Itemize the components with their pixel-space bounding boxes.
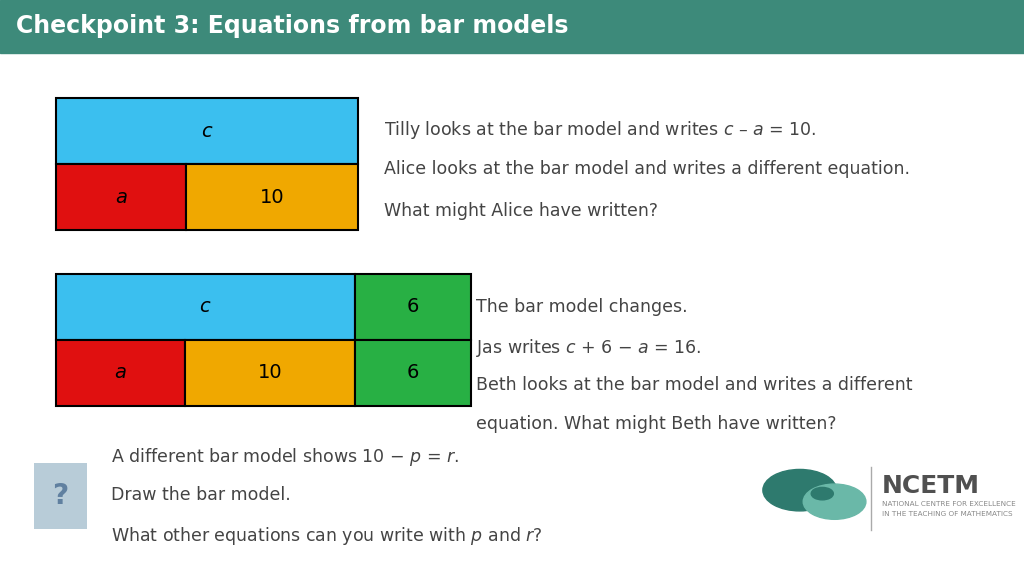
Text: $c$: $c$ <box>200 297 212 316</box>
Text: Tilly looks at the bar model and writes $c$ – $a$ = 10.: Tilly looks at the bar model and writes … <box>384 119 816 141</box>
Bar <box>186 164 358 230</box>
Text: IN THE TEACHING OF MATHEMATICS: IN THE TEACHING OF MATHEMATICS <box>882 511 1013 517</box>
Bar <box>56 98 358 164</box>
Text: What might Alice have written?: What might Alice have written? <box>384 202 658 219</box>
Bar <box>56 274 355 340</box>
Text: Beth looks at the bar model and writes a different: Beth looks at the bar model and writes a… <box>476 376 912 394</box>
Bar <box>355 340 471 406</box>
Bar <box>56 340 184 406</box>
Bar <box>184 340 355 406</box>
Text: Alice looks at the bar model and writes a different equation.: Alice looks at the bar model and writes … <box>384 160 910 178</box>
Bar <box>34 463 87 529</box>
Text: NATIONAL CENTRE FOR EXCELLENCE: NATIONAL CENTRE FOR EXCELLENCE <box>882 501 1016 507</box>
Text: Checkpoint 3: Equations from bar models: Checkpoint 3: Equations from bar models <box>16 14 569 39</box>
Text: 10: 10 <box>260 188 285 207</box>
Text: $a$: $a$ <box>115 188 128 207</box>
Text: 10: 10 <box>257 363 283 382</box>
Bar <box>355 274 471 340</box>
Circle shape <box>803 484 866 520</box>
Text: A different bar model shows 10 − $p$ = $r$.: A different bar model shows 10 − $p$ = $… <box>111 446 459 468</box>
Bar <box>0 0 1024 53</box>
Text: $a$: $a$ <box>115 363 127 382</box>
Circle shape <box>811 487 834 500</box>
Bar <box>56 164 186 230</box>
Text: The bar model changes.: The bar model changes. <box>476 298 688 316</box>
Text: $c$: $c$ <box>201 122 214 141</box>
Text: Draw the bar model.: Draw the bar model. <box>111 486 291 503</box>
Circle shape <box>763 469 837 511</box>
Text: 6: 6 <box>407 363 419 382</box>
Text: equation. What might Beth have written?: equation. What might Beth have written? <box>476 415 837 433</box>
Text: 6: 6 <box>407 297 419 316</box>
Text: NCETM: NCETM <box>882 473 980 498</box>
Text: ?: ? <box>52 482 69 510</box>
Text: What other equations can you write with $p$ and $r$?: What other equations can you write with … <box>111 525 543 547</box>
Text: Jas writes $c$ + 6 − $a$ = 16.: Jas writes $c$ + 6 − $a$ = 16. <box>476 337 701 359</box>
